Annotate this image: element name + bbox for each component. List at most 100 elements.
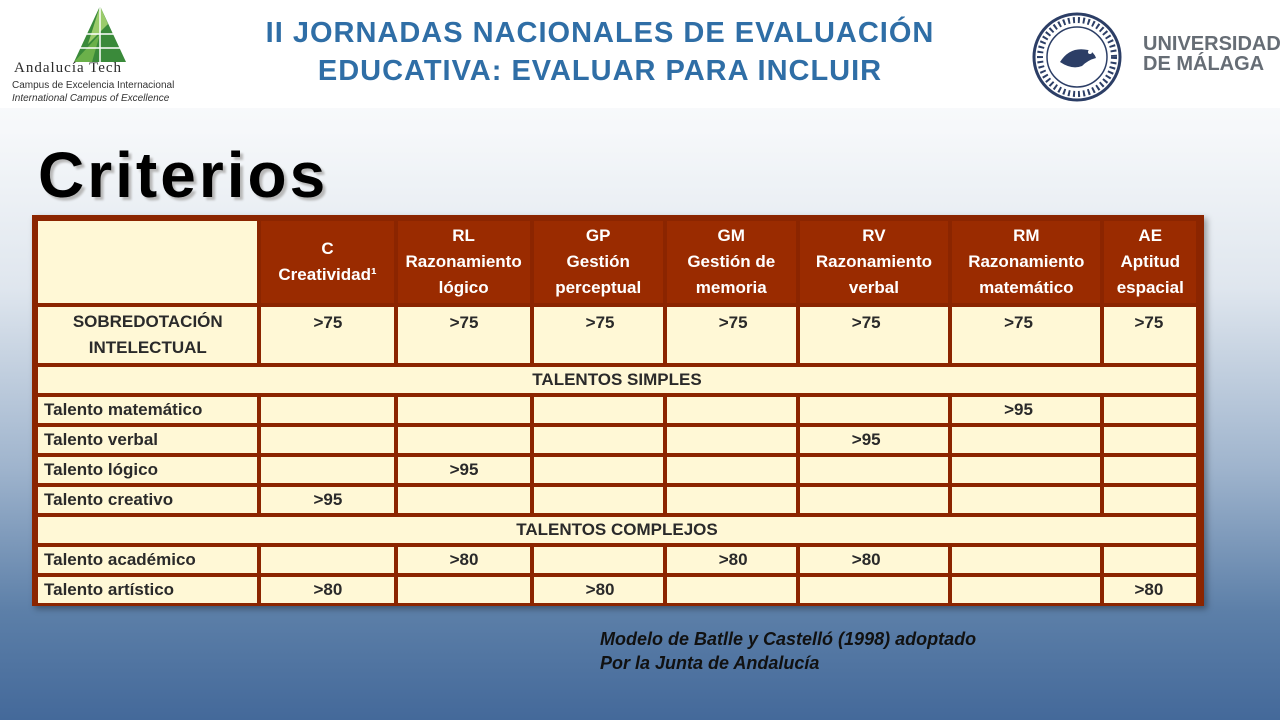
row-label-sobredotacion: SOBREDOTACIÓN INTELECTUAL: [38, 307, 258, 363]
column-header-rm: RM Razonamiento matemático: [952, 221, 1101, 303]
table-cell: >80: [799, 547, 949, 573]
section-header-talentos-simples: TALENTOS SIMPLES: [38, 367, 1196, 393]
table-row: Talento creativo >95: [38, 487, 1196, 513]
table-cell: [1104, 457, 1196, 483]
column-header-c: C Creatividad¹: [261, 221, 394, 303]
table-cell: [533, 547, 663, 573]
row-label: Talento artístico: [38, 577, 258, 603]
column-code: GM: [717, 226, 745, 245]
column-header-rl: RL Razonamiento lógico: [397, 221, 530, 303]
table-cell: [261, 397, 394, 423]
column-label: espacial: [1116, 278, 1184, 297]
source-caption-line2: Por la Junta de Andalucía: [600, 653, 820, 673]
column-code: RM: [1013, 226, 1040, 245]
table-cell: [397, 397, 530, 423]
andalucia-tech-logo: [74, 6, 126, 62]
criteria-table-frame: C Creatividad¹ RL Razonamiento lógico GP Ges…: [32, 215, 1204, 606]
row-label: Talento verbal: [38, 427, 258, 453]
column-code: RV: [862, 226, 886, 245]
table-cell: >80: [533, 577, 663, 603]
table-cell: [952, 577, 1101, 603]
table-cell: [397, 577, 530, 603]
column-label: memoria: [695, 278, 767, 297]
universidad-malaga-line1: UNIVERSIDAD: [1143, 33, 1280, 55]
table-cell: [261, 457, 394, 483]
column-label: matemático: [979, 278, 1074, 297]
table-cell: [397, 427, 530, 453]
table-cell: [666, 397, 796, 423]
row-label: Talento creativo: [38, 487, 258, 513]
table-cell: >80: [1104, 577, 1196, 603]
column-code: RL: [452, 226, 475, 245]
page-heading: Criterios: [38, 139, 329, 211]
section-row-complex: TALENTOS COMPLEJOS: [38, 517, 1196, 543]
table-cell: [1104, 427, 1196, 453]
table-cell: [261, 427, 394, 453]
table-cell: [533, 457, 663, 483]
column-code: GP: [585, 226, 611, 245]
universidad-malaga-line2: DE MÁLAGA: [1143, 53, 1265, 75]
table-cell: [799, 397, 949, 423]
table-cell: [666, 577, 796, 603]
column-label: perceptual: [555, 278, 642, 297]
slide-title-line2: EDUCATIVA: EVALUAR PARA INCLUIR: [317, 55, 883, 87]
column-header-gp: GP Gestión perceptual: [533, 221, 663, 303]
table-cell: >95: [952, 397, 1101, 423]
row-label-line: INTELECTUAL: [88, 338, 207, 357]
table-cell: [799, 457, 949, 483]
table-cell: [1104, 547, 1196, 573]
table-cell: >75: [1104, 307, 1196, 363]
table-corner-cell: [38, 221, 258, 303]
table-cell: [952, 547, 1101, 573]
slide-title: II JORNADAS NACIONALES DE EVALUACIÓN EDU…: [200, 14, 1000, 90]
andalucia-tech-subtitle-en: International Campus of Excellence: [12, 93, 170, 104]
table-row: Talento lógico >95: [38, 457, 1196, 483]
table-row: Talento matemático >95: [38, 397, 1196, 423]
column-code: AE: [1138, 226, 1163, 245]
table-cell: [952, 487, 1101, 513]
table-cell: [533, 427, 663, 453]
andalucia-tech-subtitle-es: Campus de Excelencia Internacional: [12, 80, 175, 91]
source-caption-line1: Modelo de Batlle y Castelló (1998) adopt…: [600, 629, 977, 649]
table-cell: [1104, 397, 1196, 423]
table-cell: >95: [397, 457, 530, 483]
table-cell: [952, 427, 1101, 453]
column-header-rv: RV Razonamiento verbal: [799, 221, 949, 303]
table-header-row: C Creatividad¹ RL Razonamiento lógico GP Ges…: [38, 221, 1196, 303]
slide-title-line1: II JORNADAS NACIONALES DE EVALUACIÓN: [265, 17, 935, 49]
table-cell: >75: [261, 307, 394, 363]
column-header-ae: AE Aptitud espacial: [1104, 221, 1196, 303]
source-caption: Modelo de Batlle y Castelló (1998) adopt…: [600, 627, 976, 675]
table-cell: >75: [666, 307, 796, 363]
table-cell: [397, 487, 530, 513]
row-label-line: SOBREDOTACIÓN: [72, 312, 223, 331]
column-label: Razonamiento: [405, 252, 522, 271]
column-header-gm: GM Gestión de memoria: [666, 221, 796, 303]
table-row: Talento académico >80 >80 >80: [38, 547, 1196, 573]
column-label: Gestión: [566, 252, 630, 271]
column-label: Razonamiento: [815, 252, 933, 271]
row-label: Talento académico: [38, 547, 258, 573]
table-row-sobredotacion: SOBREDOTACIÓN INTELECTUAL >75 >75 >75 >7…: [38, 307, 1196, 363]
table-cell: [261, 547, 394, 573]
table-cell: >75: [952, 307, 1101, 363]
table-cell: >75: [799, 307, 949, 363]
table-cell: >80: [666, 547, 796, 573]
table-cell: >80: [261, 577, 394, 603]
universidad-malaga-name: UNIVERSIDAD DE MÁLAGA: [1143, 34, 1280, 74]
table-cell: [952, 457, 1101, 483]
column-label: Razonamiento: [968, 252, 1085, 271]
table-cell: [533, 397, 663, 423]
column-label: Creatividad¹: [278, 265, 377, 284]
column-label: Aptitud: [1120, 252, 1180, 271]
table-cell: [533, 487, 663, 513]
section-header-talentos-complejos: TALENTOS COMPLEJOS: [38, 517, 1196, 543]
table-cell: [799, 487, 949, 513]
column-label: Gestión de: [687, 252, 776, 271]
table-cell: >95: [799, 427, 949, 453]
table-cell: >80: [397, 547, 530, 573]
column-code: C: [321, 239, 334, 258]
table-cell: [799, 577, 949, 603]
table-cell: [666, 487, 796, 513]
table-cell: [1104, 487, 1196, 513]
